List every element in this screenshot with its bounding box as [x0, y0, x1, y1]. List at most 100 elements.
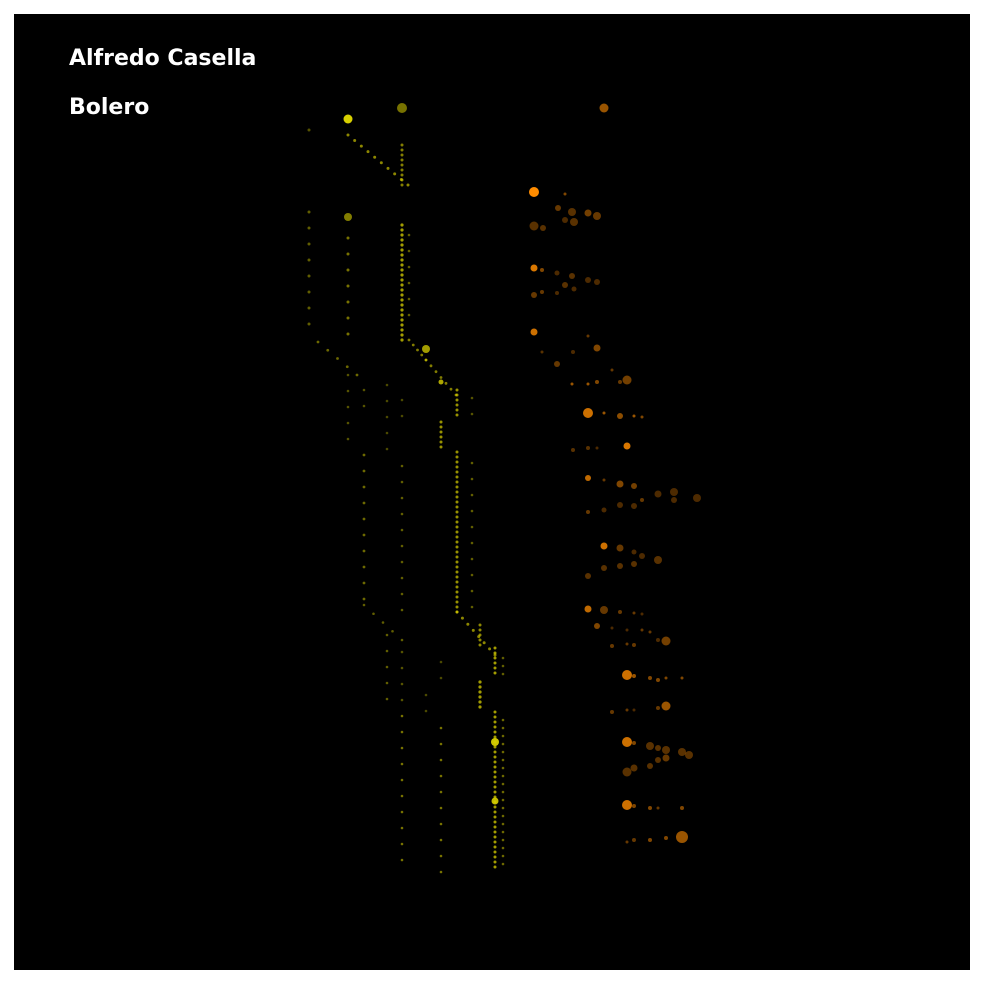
note-dot	[385, 399, 389, 403]
note-dot	[346, 316, 350, 320]
note-dot	[455, 520, 459, 524]
note-dot	[439, 822, 443, 826]
note-dot	[455, 550, 459, 554]
note-dot	[593, 344, 601, 352]
note-dot	[346, 405, 350, 409]
note-dot	[400, 826, 404, 830]
note-dot	[470, 605, 474, 609]
note-dot	[406, 183, 410, 187]
note-dot	[493, 830, 497, 834]
note-dot	[470, 396, 474, 400]
note-dot	[602, 411, 606, 415]
note-dot	[455, 495, 459, 499]
note-dot	[585, 573, 591, 579]
note-dot	[470, 477, 474, 481]
note-dot	[584, 209, 592, 217]
composer-name: Alfredo Casella	[69, 46, 257, 71]
note-dot	[424, 709, 428, 713]
note-dot	[586, 510, 590, 514]
note-dot	[493, 770, 497, 774]
note-dot	[307, 242, 311, 246]
note-dot	[491, 738, 499, 746]
note-dot	[400, 258, 404, 262]
note-dot	[493, 745, 497, 749]
note-dot	[400, 464, 404, 468]
note-dot	[493, 710, 497, 714]
note-dot	[386, 166, 390, 170]
note-dot	[400, 153, 404, 157]
note-dot	[400, 233, 404, 237]
note-dot	[622, 767, 632, 777]
note-dot	[379, 161, 383, 165]
note-dot	[400, 528, 404, 532]
note-dot	[400, 228, 404, 232]
note-dot	[555, 205, 561, 211]
note-dot	[501, 838, 505, 842]
note-dot	[493, 790, 497, 794]
note-dot	[470, 525, 474, 529]
note-dot	[307, 210, 311, 214]
note-dot	[501, 806, 505, 810]
note-dot	[400, 650, 404, 654]
note-dot	[478, 695, 482, 699]
note-dot	[478, 685, 482, 689]
note-dot	[362, 603, 366, 607]
note-dot	[400, 560, 404, 564]
note-dot	[631, 503, 637, 509]
note-dot	[439, 445, 443, 449]
note-dot	[478, 623, 482, 627]
note-dot	[493, 725, 497, 729]
note-dot	[400, 263, 404, 267]
note-dot	[617, 413, 623, 419]
note-dot	[540, 268, 544, 272]
note-dot	[400, 158, 404, 162]
note-dot	[530, 264, 538, 272]
note-dot	[355, 373, 359, 377]
note-dot	[455, 480, 459, 484]
note-dot	[493, 850, 497, 854]
note-dot	[610, 626, 614, 630]
note-dot	[630, 764, 638, 772]
note-dot	[622, 800, 632, 810]
note-dot	[455, 530, 459, 534]
note-dot	[439, 376, 443, 379]
note-dot	[569, 273, 575, 279]
note-dot	[400, 638, 404, 642]
note-dot	[631, 549, 637, 555]
note-dot	[400, 480, 404, 484]
note-dot	[343, 114, 353, 124]
note-dot	[493, 755, 497, 759]
note-dot	[493, 865, 497, 869]
note-dot	[470, 412, 474, 416]
note-dot	[662, 754, 670, 762]
note-dot	[568, 208, 576, 216]
note-dot	[625, 628, 629, 632]
note-dot	[353, 139, 357, 143]
note-dot	[455, 585, 459, 589]
note-dot	[439, 420, 443, 424]
note-dot	[493, 820, 497, 824]
note-dot	[346, 373, 350, 377]
note-dot	[385, 681, 389, 685]
note-dot	[344, 213, 352, 221]
note-dot	[455, 490, 459, 494]
note-dot	[493, 646, 497, 650]
note-dot	[307, 258, 311, 262]
note-dot	[420, 353, 424, 357]
note-dot	[501, 790, 505, 794]
note-dot	[478, 705, 482, 709]
note-dot	[493, 765, 497, 769]
note-dot	[586, 446, 590, 450]
work-title: Bolero	[69, 95, 150, 120]
note-dot	[632, 741, 636, 745]
note-dot	[594, 623, 600, 629]
note-dot	[455, 485, 459, 489]
note-dot	[501, 664, 505, 668]
note-dot	[455, 575, 459, 579]
note-dot	[326, 348, 330, 352]
note-dot	[455, 540, 459, 544]
note-dot	[422, 345, 430, 353]
note-dot	[670, 488, 678, 496]
note-dot	[362, 485, 366, 489]
note-dot	[400, 288, 404, 292]
